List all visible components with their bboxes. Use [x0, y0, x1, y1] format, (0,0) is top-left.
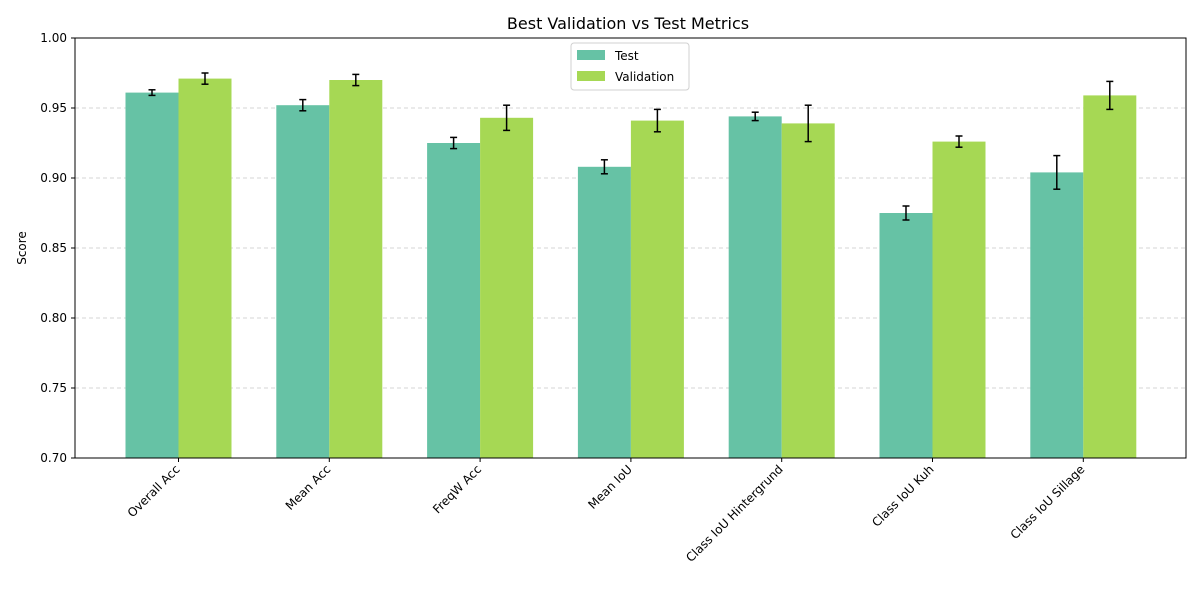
y-tick-label: 0.85: [40, 241, 67, 255]
bar-test: [728, 116, 782, 459]
bar-validation: [178, 78, 232, 458]
bar-validation: [630, 120, 684, 458]
bar-test: [427, 143, 481, 458]
legend-swatch-test: [577, 50, 605, 60]
bars: [125, 78, 1137, 459]
y-axis-label: Score: [15, 231, 29, 265]
x-tick-label: Overall Acc: [125, 462, 183, 520]
y-tick-label: 0.90: [40, 171, 67, 185]
y-tick-label: 1.00: [40, 31, 67, 45]
bar-validation: [329, 80, 383, 458]
legend-label-validation: Validation: [615, 70, 674, 84]
x-tick-label: Mean IoU: [585, 462, 635, 512]
bar-test: [125, 92, 179, 458]
y-tick-label: 0.70: [40, 451, 67, 465]
bar-validation: [480, 117, 534, 459]
x-tick-label: FreqW Acc: [430, 462, 484, 516]
bar-test: [577, 166, 631, 459]
bar-validation: [781, 123, 835, 459]
x-tick-label: Class IoU Sillage: [1008, 462, 1088, 542]
bar-test: [879, 213, 933, 458]
y-tick-label: 0.95: [40, 101, 67, 115]
y-tick-label: 0.75: [40, 381, 67, 395]
bar-validation: [932, 141, 986, 458]
bar-validation: [1083, 95, 1137, 459]
x-tick-label: Class IoU Hintergrund: [683, 462, 786, 565]
x-tick-label: Mean Acc: [283, 462, 334, 513]
legend-label-test: Test: [614, 49, 639, 63]
bar-test: [276, 105, 330, 458]
legend-swatch-validation: [577, 71, 605, 81]
chart-title: Best Validation vs Test Metrics: [507, 14, 749, 33]
bar-test: [1030, 172, 1084, 458]
plot-frame: [74, 37, 1187, 459]
x-tick-label: Class IoU Kuh: [869, 462, 936, 529]
error-bars: [148, 72, 1114, 221]
y-tick-label: 0.80: [40, 311, 67, 325]
legend: Test Validation: [570, 42, 690, 91]
